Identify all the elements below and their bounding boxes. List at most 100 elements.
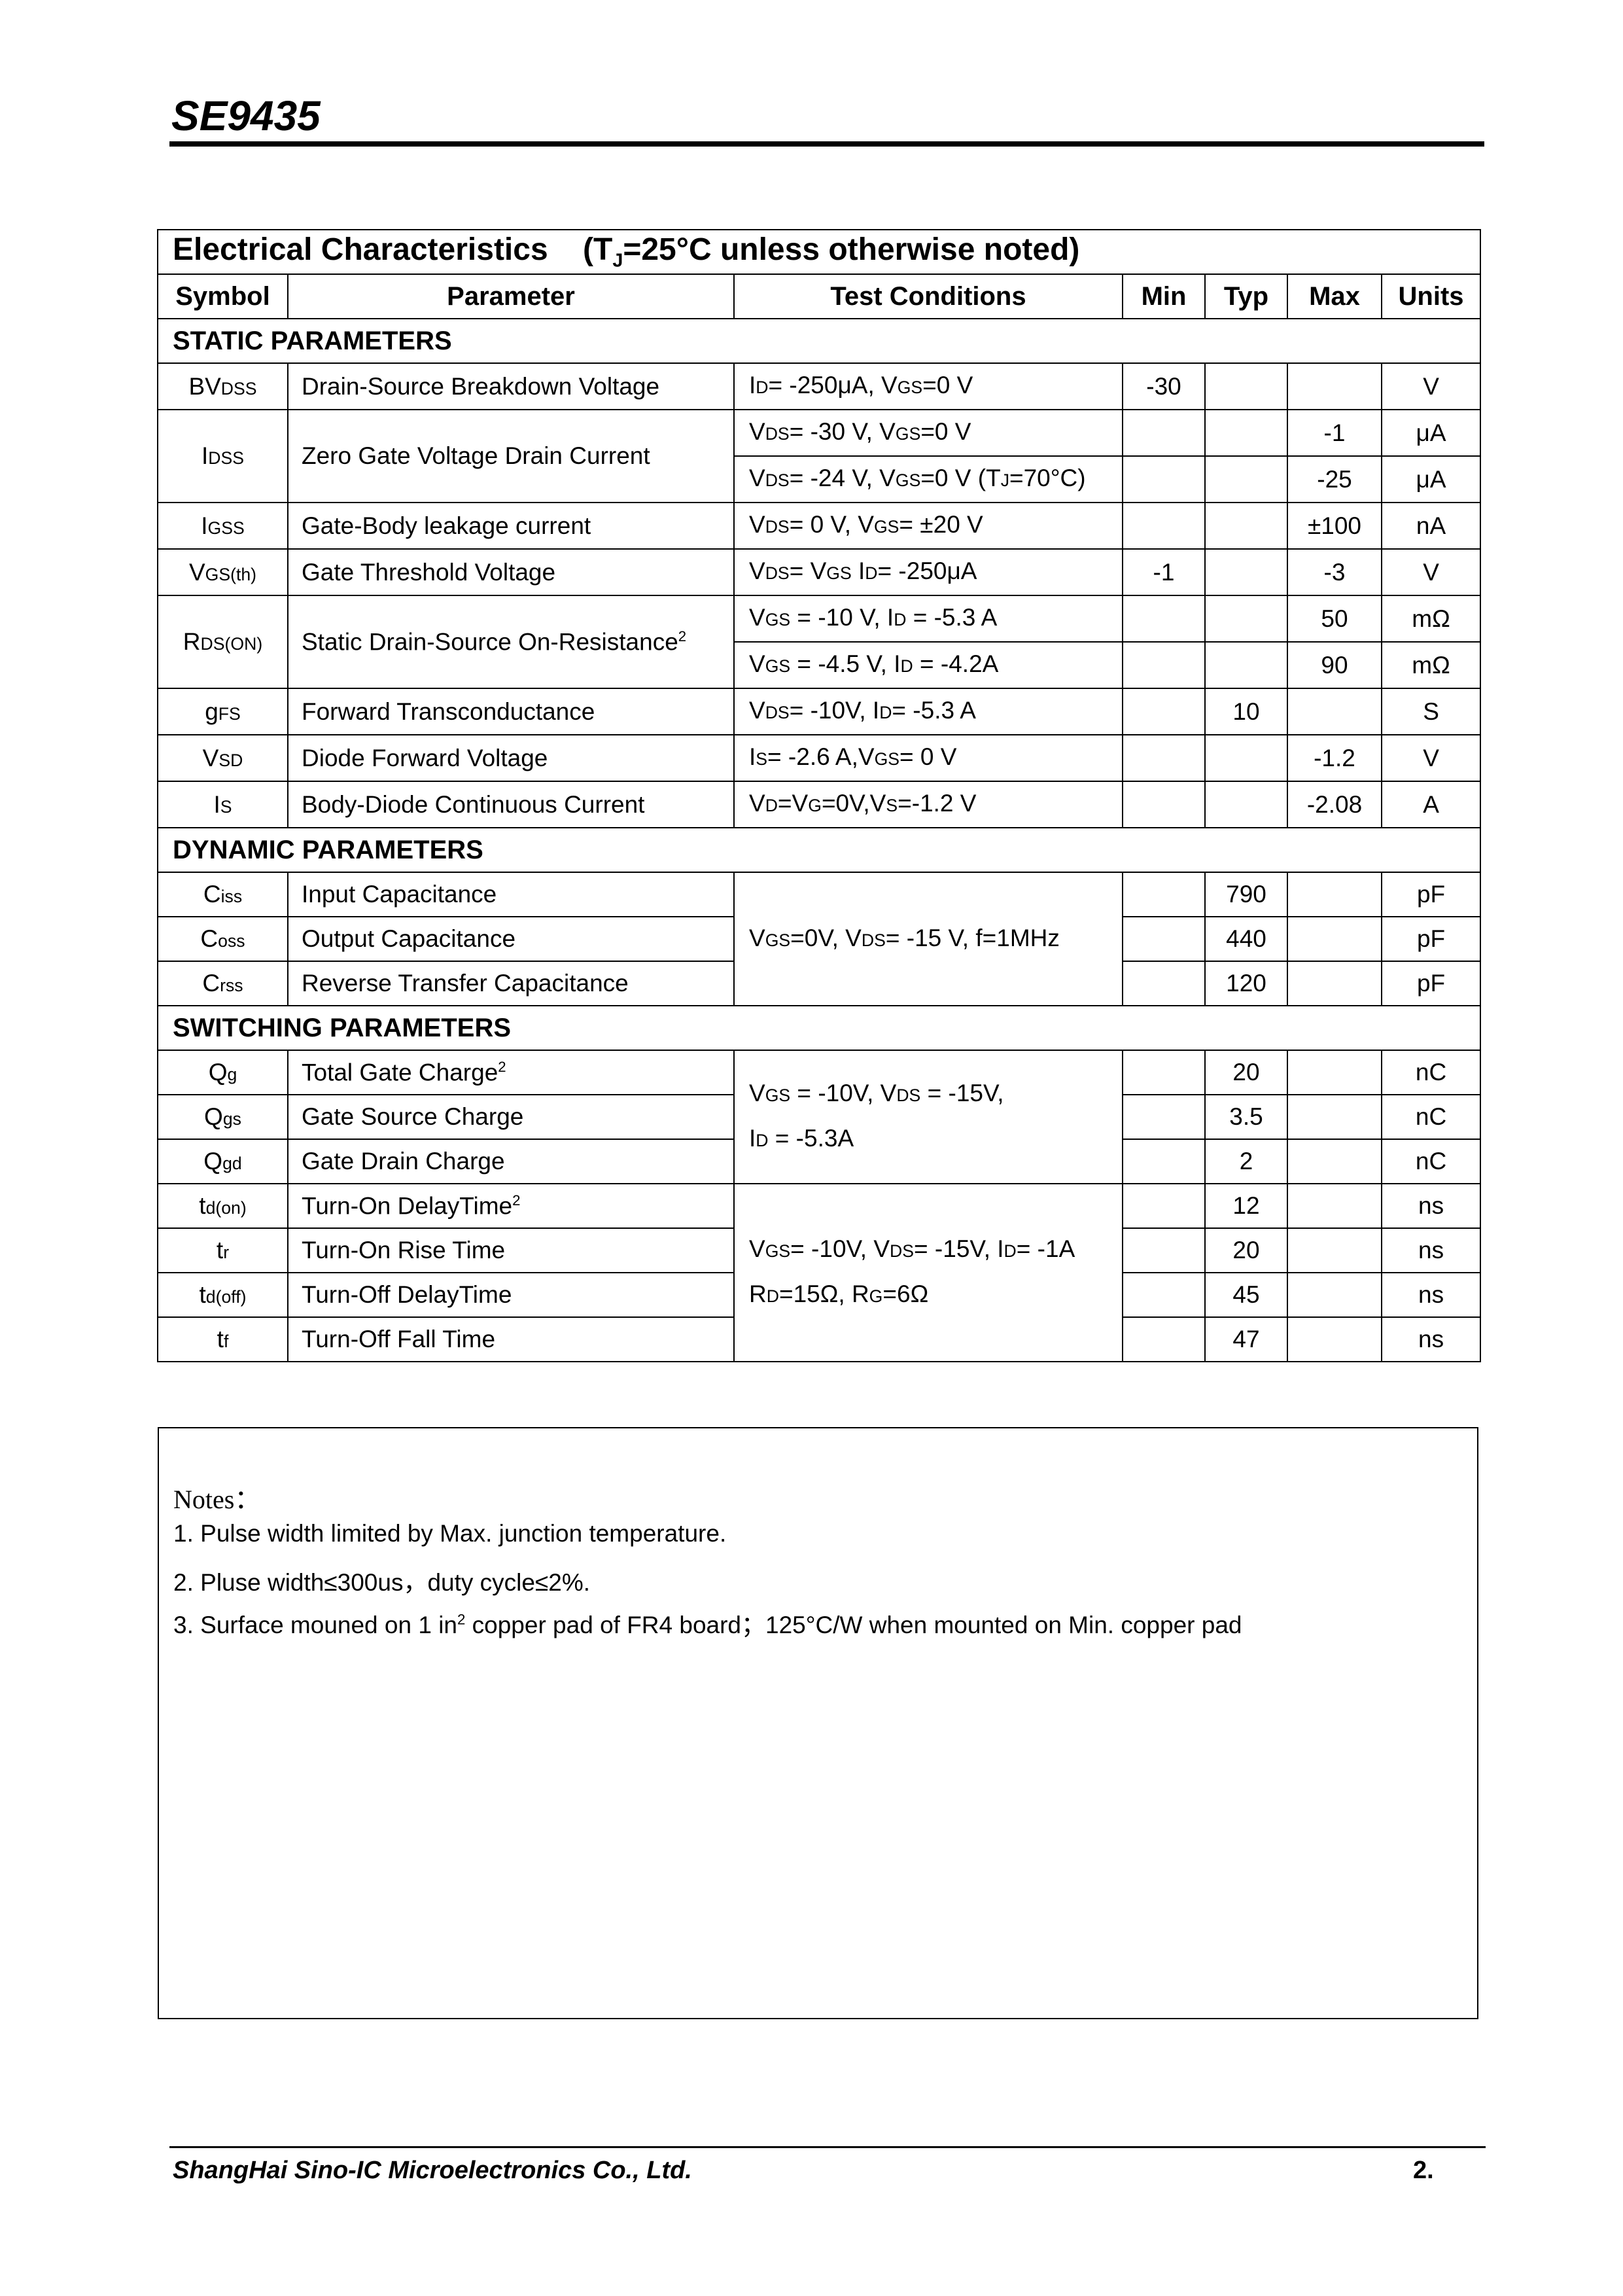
- condition-text: = -1A: [1016, 1235, 1075, 1262]
- min-cell: [1122, 1316, 1206, 1362]
- typ-cell: [1204, 455, 1288, 503]
- min-cell: [1122, 502, 1206, 550]
- condition-subscript: D: [900, 656, 913, 676]
- condition-text: V: [749, 1235, 765, 1262]
- table-row: td(on) Turn-On DelayTime2 VGS= -10V, VDS= …: [157, 1183, 1482, 1362]
- symbol-cell: VGS(th): [157, 548, 288, 596]
- condition-subscript: GS: [826, 563, 852, 583]
- min-cell: -1: [1122, 548, 1206, 596]
- parameter-footnote: 2: [512, 1192, 521, 1209]
- condition-subscript: DS: [765, 470, 790, 490]
- condition-text: = -24 V, V: [789, 465, 896, 491]
- section-title: STATIC PARAMETERS: [156, 318, 1482, 364]
- min-cell: [1122, 961, 1206, 1006]
- condition-text: I: [851, 557, 865, 584]
- units-cell: pF: [1380, 872, 1482, 917]
- table-row: IDSS Zero Gate Voltage Drain Current VDS= …: [157, 409, 1482, 503]
- max-cell: [1287, 961, 1382, 1006]
- table-row: Qgs Gate Source Charge 3.5 nC: [157, 1094, 1482, 1140]
- min-cell: [1122, 1183, 1206, 1229]
- table-title-row: Electrical Characteristics (TJ=25°C unle…: [156, 229, 1482, 275]
- parameter-cell: Static Drain-Source On-Resistance2: [287, 595, 735, 689]
- symbol-cell: RDS(ON): [157, 595, 288, 689]
- condition-subscript: GS: [765, 930, 791, 950]
- max-cell: 90: [1287, 641, 1382, 689]
- max-cell: -2.08: [1287, 781, 1382, 828]
- parameter-text: Forward Transconductance: [302, 698, 595, 725]
- symbol-subscript: DS(ON): [200, 634, 263, 654]
- title-condition-subscript: J: [612, 250, 623, 272]
- parameter-cell: Diode Forward Voltage: [287, 734, 735, 782]
- symbol-subscript: DSS: [220, 378, 257, 398]
- table-row: gFS Forward Transconductance VDS= -10V, ID…: [157, 688, 1482, 735]
- symbol-subscript: f: [223, 1332, 229, 1351]
- typ-cell: 440: [1204, 916, 1288, 962]
- condition-text: V: [749, 604, 765, 631]
- condition-text: =0V,V: [821, 790, 886, 817]
- table-title: Electrical Characteristics (TJ=25°C unle…: [156, 229, 1482, 275]
- condition-text: =0 V: [920, 418, 971, 445]
- condition-subscript: DS: [890, 1241, 915, 1261]
- footer-rule: [169, 2146, 1486, 2148]
- symbol-cell: td(on): [157, 1183, 288, 1229]
- symbol-main: C: [200, 925, 218, 952]
- header-rule: [169, 141, 1484, 147]
- symbol-cell: Ciss: [157, 872, 288, 917]
- symbol-cell: IS: [157, 781, 288, 828]
- condition-subscript: D: [879, 703, 892, 722]
- symbol-cell: VSD: [157, 734, 288, 782]
- title-condition: (T: [583, 232, 613, 268]
- table-row: VDS= -24 V, VGS=0 V (TJ=70°C) -25 μA: [158, 455, 1482, 503]
- column-header: Test Conditions: [733, 274, 1123, 319]
- parameter-footnote: 2: [498, 1058, 506, 1075]
- symbol-main: I: [201, 442, 209, 469]
- units-cell: V: [1380, 548, 1482, 596]
- parameter-cell: Body-Diode Continuous Current: [287, 781, 735, 828]
- condition-subscript: D: [765, 796, 778, 815]
- test-conditions-cell: VDS= 0 V, VGS= ±20 V: [733, 502, 1123, 550]
- note-2: 2. Pluse width≤300us，duty cycle≤2%.: [173, 1569, 591, 1596]
- table-header-row: Symbol Parameter Test Conditions Min Typ Max U…: [157, 274, 1482, 319]
- condition-text: = V: [789, 557, 827, 584]
- max-cell: [1287, 872, 1382, 917]
- condition-line: VDS= -10V, ID= -5.3 A: [749, 689, 1122, 734]
- symbol-cell: IGSS: [157, 502, 288, 550]
- typ-cell: [1204, 409, 1288, 457]
- document-title: SE9435: [171, 92, 321, 139]
- condition-line: VDS= -24 V, VGS=0 V (TJ=70°C): [749, 457, 1122, 502]
- parameter-text: Body-Diode Continuous Current: [302, 790, 645, 818]
- symbol-main: g: [205, 698, 218, 725]
- symbol-subscript: S: [220, 796, 232, 817]
- condition-subscript: GS: [897, 378, 923, 397]
- condition-text: =-1.2 V: [898, 790, 977, 817]
- symbol-subscript: d(on): [205, 1198, 247, 1218]
- typ-cell: [1204, 781, 1288, 828]
- footer-company: ShangHai Sino-IC Microelectronics Co., L…: [173, 2157, 692, 2184]
- parameter-text: Reverse Transfer Capacitance: [302, 970, 629, 997]
- units-cell: μA: [1380, 409, 1482, 457]
- table-row: Qgd Gate Drain Charge 2 nC: [157, 1139, 1482, 1184]
- parameter-text: Output Capacitance: [302, 925, 516, 952]
- condition-subscript: D: [766, 1286, 779, 1306]
- typ-cell: [1204, 548, 1288, 596]
- note-3-text-rest: copper pad of FR4 board；125°C/W when mou…: [465, 1612, 1242, 1638]
- symbol-cell: tf: [157, 1316, 288, 1362]
- symbol-cell: Coss: [157, 916, 288, 962]
- parameter-text: Gate Threshold Voltage: [302, 558, 556, 586]
- symbol-main: t: [216, 1237, 224, 1263]
- symbol-main: V: [202, 744, 219, 771]
- table-row: IGSS Gate-Body leakage current VDS= 0 V, V…: [157, 502, 1482, 550]
- condition-subscript: D: [894, 610, 907, 629]
- condition-text: =6Ω: [882, 1280, 929, 1307]
- column-header: Units: [1380, 274, 1482, 319]
- notes-label: Notes：: [173, 1485, 261, 1514]
- units-cell: ns: [1380, 1227, 1482, 1273]
- units-cell: nA: [1380, 502, 1482, 550]
- condition-text: = -10V, V: [790, 1235, 890, 1262]
- notes-box: Notes： 1. Pulse width limited by Max. ju…: [158, 1427, 1478, 2019]
- symbol-main: t: [199, 1192, 206, 1219]
- symbol-cell: Crss: [157, 961, 288, 1006]
- note-3-text: 3. Surface mouned on 1 in: [173, 1612, 458, 1638]
- parameter-text: Static Drain-Source On-Resistance: [302, 628, 678, 656]
- condition-text: I: [749, 1125, 756, 1152]
